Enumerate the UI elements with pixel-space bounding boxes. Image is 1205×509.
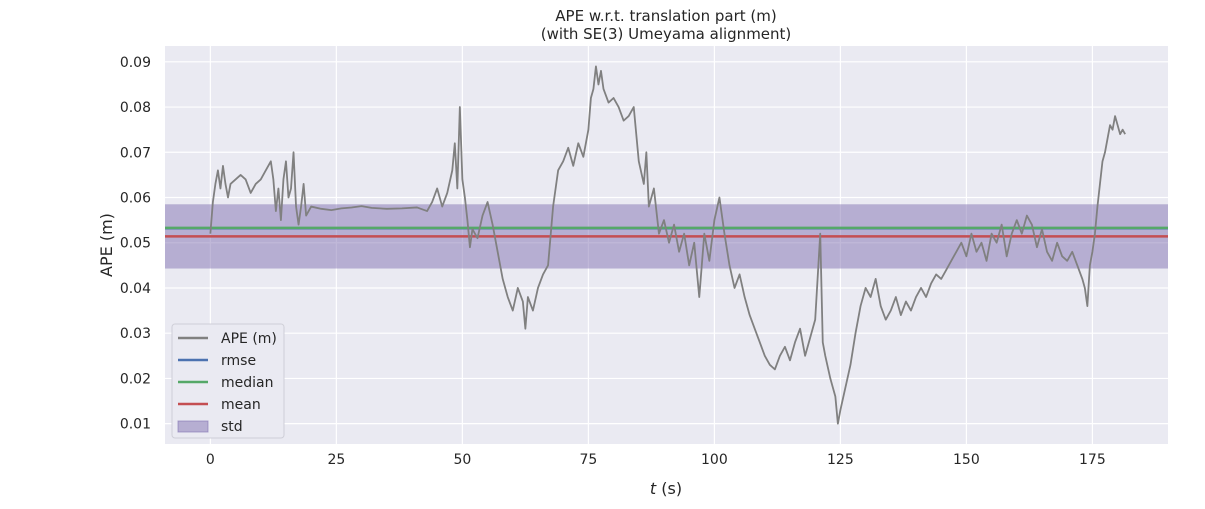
y-tick-label: 0.04 (120, 281, 151, 297)
y-tick-label: 0.02 (120, 371, 151, 387)
grid-layer (165, 46, 1168, 444)
y-tick-label: 0.07 (120, 145, 151, 161)
x-axis-label-variable: t (650, 479, 657, 498)
x-tick-label: 100 (701, 452, 728, 468)
series-layer (209, 65, 1126, 425)
x-tick-labels: 0 25 50 75 100 125 150 175 (206, 452, 1106, 468)
y-tick-label: 0.08 (120, 100, 151, 116)
x-tick-label: 125 (827, 452, 854, 468)
y-axis-label: APE (m) (97, 213, 116, 277)
legend-label-mean: mean (221, 397, 261, 413)
y-tick-label: 0.06 (120, 191, 151, 207)
y-tick-label: 0.05 (120, 236, 151, 252)
legend-label-rmse: rmse (221, 353, 256, 369)
legend-label-std: std (221, 419, 243, 435)
x-axis-label: t (s) (650, 479, 682, 498)
x-tick-label: 175 (1079, 452, 1106, 468)
y-tick-label: 0.09 (120, 55, 151, 71)
legend-label-ape-m: APE (m) (221, 331, 277, 347)
legend: APE (m) rmse median mean std (171, 323, 285, 439)
x-tick-label: 25 (327, 452, 345, 468)
chart-subtitle: (with SE(3) Umeyama alignment) (541, 25, 792, 43)
y-tick-label: 0.01 (120, 417, 151, 433)
x-tick-label: 150 (953, 452, 980, 468)
y-tick-label: 0.03 (120, 326, 151, 342)
x-tick-label: 75 (579, 452, 597, 468)
legend-swatch-std (177, 420, 209, 433)
x-tick-label: 50 (453, 452, 471, 468)
legend-box (171, 323, 285, 439)
legend-label-median: median (221, 375, 273, 391)
x-axis-label-unit: (s) (656, 479, 682, 498)
y-tick-labels: 0.01 0.02 0.03 0.04 0.05 0.06 0.07 0.08 0.09 (120, 55, 151, 433)
series-ape-line (209, 65, 1126, 425)
x-tick-label: 0 (206, 452, 215, 468)
chart-title: APE w.r.t. translation part (m) (555, 7, 776, 25)
